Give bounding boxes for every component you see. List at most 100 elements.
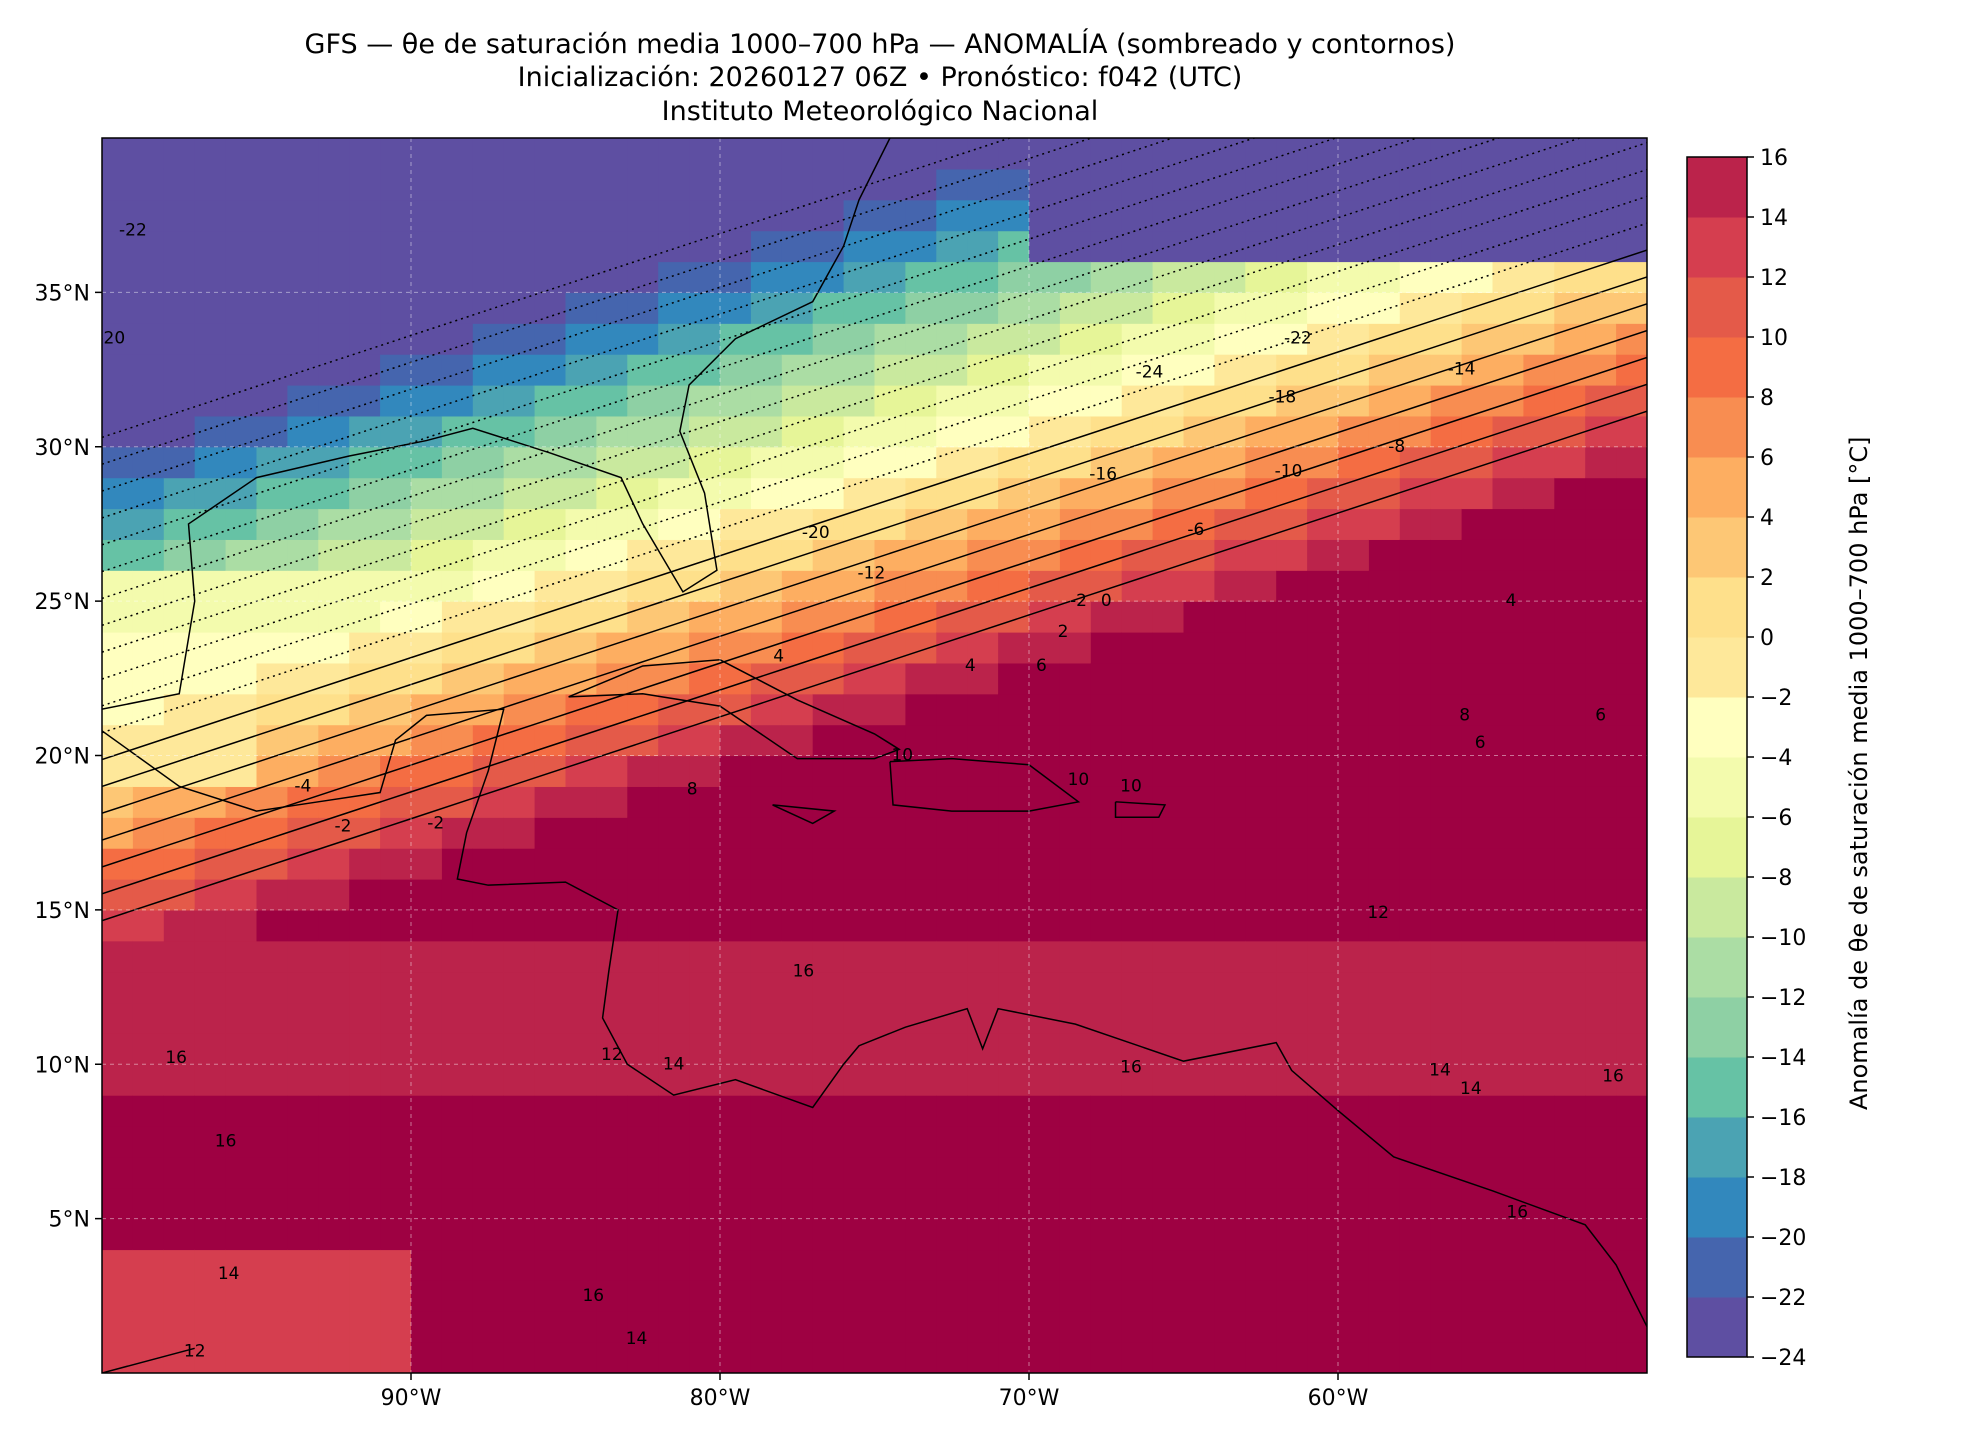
field-cell xyxy=(1214,909,1246,942)
field-cell xyxy=(102,230,134,263)
field-cell xyxy=(812,168,845,201)
field-cell xyxy=(750,415,783,448)
field-cell xyxy=(225,1064,258,1096)
field-cell xyxy=(658,940,690,973)
field-cell xyxy=(1121,601,1154,633)
field-cell xyxy=(967,1311,999,1343)
field-cell xyxy=(1276,168,1308,201)
field-cell xyxy=(1338,261,1370,293)
field-cell xyxy=(596,199,628,232)
field-cell xyxy=(349,1187,381,1220)
field-cell xyxy=(1059,1249,1092,1281)
contour-label: 0 xyxy=(1101,591,1112,611)
field-cell xyxy=(905,1187,937,1220)
field-cell xyxy=(905,848,937,880)
field-cell xyxy=(1307,724,1339,757)
coastline xyxy=(772,804,837,825)
field-cell xyxy=(658,1280,690,1312)
field-cell xyxy=(1183,199,1215,232)
contour-label: 6 xyxy=(1036,656,1047,676)
field-cell xyxy=(411,1218,443,1251)
field-cell xyxy=(1121,385,1154,417)
field-cell xyxy=(781,940,814,973)
field-cell xyxy=(1245,1002,1277,1034)
field-cell xyxy=(225,1342,258,1373)
field-cell xyxy=(689,848,721,880)
field-cell xyxy=(1214,940,1246,973)
field-cell xyxy=(102,168,134,201)
field-cell xyxy=(1399,1095,1432,1127)
field-cell xyxy=(998,909,1030,942)
field-cell xyxy=(1399,879,1432,911)
field-cell xyxy=(411,909,443,942)
field-cell xyxy=(565,1002,597,1034)
field-cell xyxy=(1616,230,1647,263)
field-cell xyxy=(225,1033,258,1065)
field-cell xyxy=(967,1064,999,1096)
field-cell xyxy=(565,168,597,201)
field-cell xyxy=(720,1033,752,1065)
field-cell xyxy=(503,1187,536,1220)
field-cell xyxy=(503,1002,536,1034)
field-cell xyxy=(1307,693,1339,726)
field-cell xyxy=(349,1342,381,1373)
field-cell xyxy=(905,261,937,293)
field-cell xyxy=(163,848,196,880)
field-cell xyxy=(1245,477,1277,510)
field-cell xyxy=(936,909,968,942)
field-cell xyxy=(905,1002,937,1034)
field-cell xyxy=(349,909,381,942)
field-cell xyxy=(194,632,227,664)
field-cell xyxy=(1430,1280,1463,1312)
field-cell xyxy=(1276,1218,1308,1251)
field-cell xyxy=(318,354,350,386)
field-cell xyxy=(1029,1156,1061,1189)
field-cell xyxy=(1368,570,1401,602)
field-cell xyxy=(287,1095,319,1127)
field-cell xyxy=(720,1218,752,1251)
field-cell xyxy=(1245,1342,1277,1373)
field-cell xyxy=(380,848,412,880)
field-cell xyxy=(472,724,505,757)
field-cell xyxy=(1090,848,1123,880)
field-cell xyxy=(318,786,350,818)
field-cell xyxy=(1492,539,1524,571)
field-cell xyxy=(1461,415,1494,448)
field-cell xyxy=(905,292,937,324)
field-cell xyxy=(256,1280,288,1312)
field-cell xyxy=(1368,1280,1401,1312)
field-cell xyxy=(1059,261,1092,293)
field-cell xyxy=(256,1187,288,1220)
field-cell xyxy=(534,415,567,448)
field-cell xyxy=(1152,879,1185,911)
field-cell xyxy=(967,138,999,170)
field-cell xyxy=(781,138,814,170)
field-cell xyxy=(1307,138,1339,170)
field-cell xyxy=(689,879,721,911)
field-cell xyxy=(1090,817,1123,849)
field-cell xyxy=(1616,755,1647,787)
field-cell xyxy=(1338,508,1370,540)
field-cell xyxy=(163,508,196,540)
field-cell xyxy=(1338,415,1370,448)
field-cell xyxy=(411,323,443,355)
field-cell xyxy=(163,292,196,324)
field-cell xyxy=(1059,446,1092,479)
field-cell xyxy=(843,971,876,1004)
field-cell xyxy=(689,323,721,355)
colorbar-tick-label: 16 xyxy=(1760,146,1788,171)
field-cell xyxy=(163,230,196,263)
field-cell xyxy=(318,662,350,695)
field-cell xyxy=(472,1311,505,1343)
field-cell xyxy=(1307,446,1339,479)
field-cell xyxy=(1554,230,1586,263)
field-cell xyxy=(534,693,567,726)
colorbar-segment xyxy=(1687,277,1747,338)
field-cell xyxy=(472,1156,505,1189)
field-cell xyxy=(812,848,845,880)
field-cell xyxy=(905,323,937,355)
field-cell xyxy=(1214,1064,1246,1096)
field-cell xyxy=(1152,1311,1185,1343)
field-cell xyxy=(534,786,567,818)
